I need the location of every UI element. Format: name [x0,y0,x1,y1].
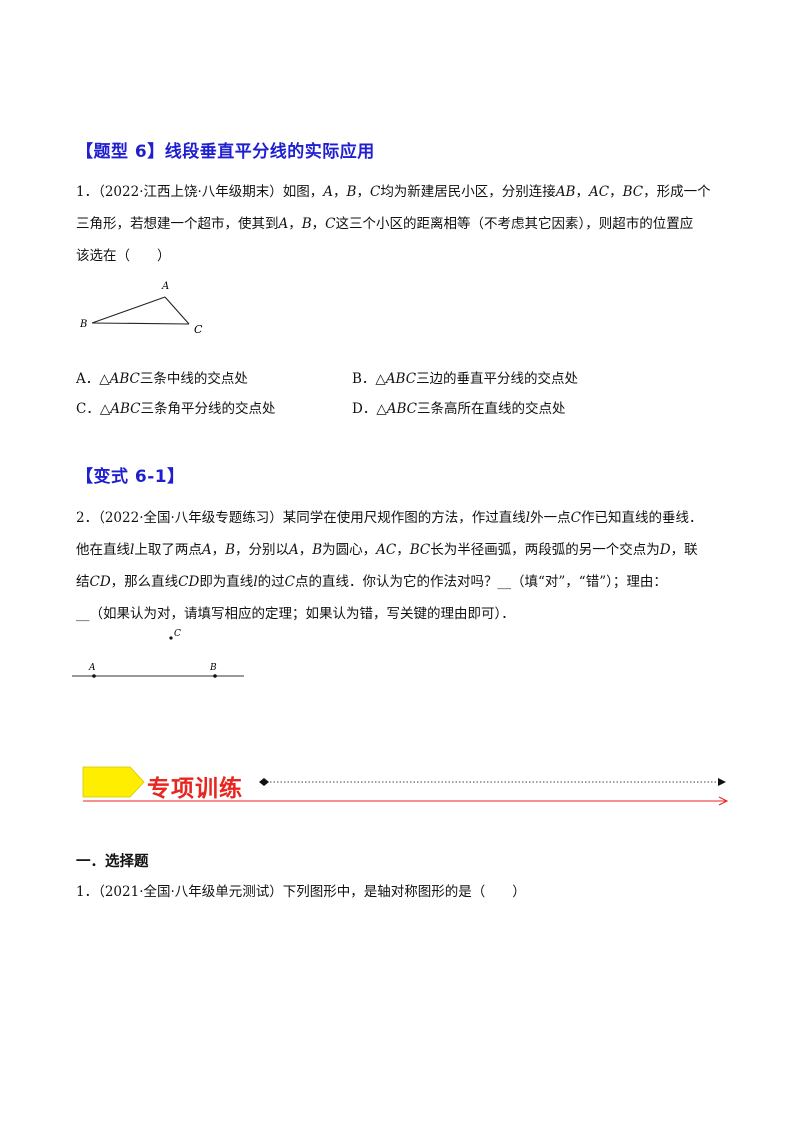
segment-ab [91,296,166,324]
point-label-b: B [209,663,217,673]
segment-ac [164,296,190,325]
question-2-text: 2．（2022·全国·八年级专题练习）某同学在使用尺规作图的方法，作过直线l外一… [76,502,726,630]
point-a [92,674,96,678]
point-b [213,674,217,678]
triangle-figure: A B C [79,281,203,336]
question-2-line1: 2．（2022·全国·八年级专题练习）某同学在使用尺规作图的方法，作过直线l外一… [76,510,703,526]
point-label-c: C [174,629,181,639]
question-source: （2022·全国·八年级专题练习） [98,510,283,526]
section-title-choice: 一．选择题 [76,854,149,870]
question-number: 1． [76,884,99,900]
question-1-line1: 1．（2022·江西上饶·八年级期末）如图，A，B，C均为新建居民小区，分别连接… [76,184,711,200]
vertex-label-b: B [79,319,87,330]
banner-arrow-shape [82,766,145,798]
question-source: （2022·江西上饶·八年级期末） [98,184,283,200]
question-1-line3: 该选在（ ） [76,248,171,264]
point-c [169,636,173,640]
training-question-1: 1．（2021·全国·八年级单元测试）下列图形中，是轴对称图形的是（ ） [76,884,526,900]
point-label-a: A [88,663,96,673]
diamond-icon [259,778,269,786]
section-heading-variant: 【变式 6-1】 [76,467,185,487]
question-number: 2． [76,510,99,526]
option-c[interactable]: C．△ABC三条角平分线的交点处 [76,401,276,417]
option-d[interactable]: D．△ABC三条高所在直线的交点处 [352,401,566,417]
option-b[interactable]: B．△ABC三边的垂直平分线的交点处 [352,371,579,387]
vertex-label-a: A [161,281,169,292]
segment-bc [91,322,190,325]
question-2-line3: 结CD，那么直线CD即为直线l的过C点的直线．你认为它的作法对吗？__（填“对”… [76,574,667,590]
question-2-line4: __（如果认为对，请填写相应的定理；如果认为错，写关键的理由即可）． [76,606,515,622]
question-1-text: 1．（2022·江西上饶·八年级期末）如图，A，B，C均为新建居民小区，分别连接… [76,176,726,272]
section-heading-type6: 【题型 6】线段垂直平分线的实际应用 [76,142,375,162]
question-1-line2: 三角形，若想建一个超市，使其到A，B，C这三个小区的距离相等（不考虑其它因素），… [76,216,694,232]
arrow-right-icon [718,778,726,786]
question-2-line2: 他在直线l上取了两点A，B，分别以A，B为圆心，AC，BC长为半径画弧，两段弧的… [76,542,698,558]
vertex-label-c: C [194,323,203,336]
line-figure: A B C [72,629,244,678]
option-a[interactable]: A．△ABC三条中线的交点处 [76,371,248,387]
question-number: 1． [76,184,99,200]
training-banner [82,766,729,806]
question-source: （2021·全国·八年级单元测试） [98,884,283,900]
red-arrow-head-icon [718,796,729,806]
banner-title: 专项训练 [147,776,243,802]
